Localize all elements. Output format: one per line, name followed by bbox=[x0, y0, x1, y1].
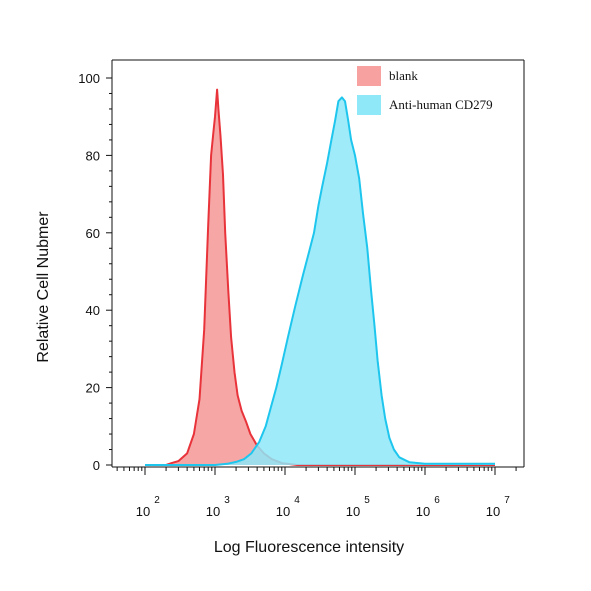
series-0-area bbox=[145, 89, 495, 465]
x-tick-label: 10 bbox=[346, 504, 360, 519]
y-tick-label: 60 bbox=[86, 226, 100, 241]
legend-label: blank bbox=[389, 68, 418, 83]
x-axis-label: Log Fluorescence intensity bbox=[214, 539, 404, 556]
x-tick-label: 10 bbox=[416, 504, 430, 519]
legend: blank Anti-human CD279 bbox=[357, 66, 493, 115]
x-tick-exponent: 3 bbox=[224, 495, 230, 506]
y-axis-label: Relative Cell Nubmer bbox=[35, 211, 52, 363]
series-1-area bbox=[145, 97, 495, 466]
x-tick-exponent: 5 bbox=[364, 495, 370, 506]
y-tick-label: 40 bbox=[86, 303, 100, 318]
series-1-outline bbox=[145, 96, 495, 466]
x-ticks: 10 2 10 3 10 4 10 5 10 6 10 7 bbox=[116, 467, 517, 519]
y-tick-label: 80 bbox=[86, 148, 100, 163]
x-tick-exponent: 4 bbox=[294, 495, 300, 506]
x-tick-label: 10 bbox=[276, 504, 290, 519]
y-tick-label: 20 bbox=[86, 381, 100, 396]
x-tick-label: 10 bbox=[136, 504, 150, 519]
legend-swatch bbox=[357, 95, 381, 115]
series-layer bbox=[145, 88, 495, 466]
x-tick-label: 10 bbox=[486, 504, 500, 519]
y-tick-label: 100 bbox=[78, 71, 100, 86]
y-ticks: 0 20 40 60 80 100 bbox=[78, 71, 112, 473]
legend-label: Anti-human CD279 bbox=[389, 97, 493, 112]
y-tick-label: 0 bbox=[93, 458, 100, 473]
x-tick-label: 10 bbox=[206, 504, 220, 519]
x-tick-exponent: 7 bbox=[504, 495, 510, 506]
legend-swatch bbox=[357, 66, 381, 86]
x-tick-exponent: 6 bbox=[434, 495, 440, 506]
x-tick-exponent: 2 bbox=[154, 495, 160, 506]
